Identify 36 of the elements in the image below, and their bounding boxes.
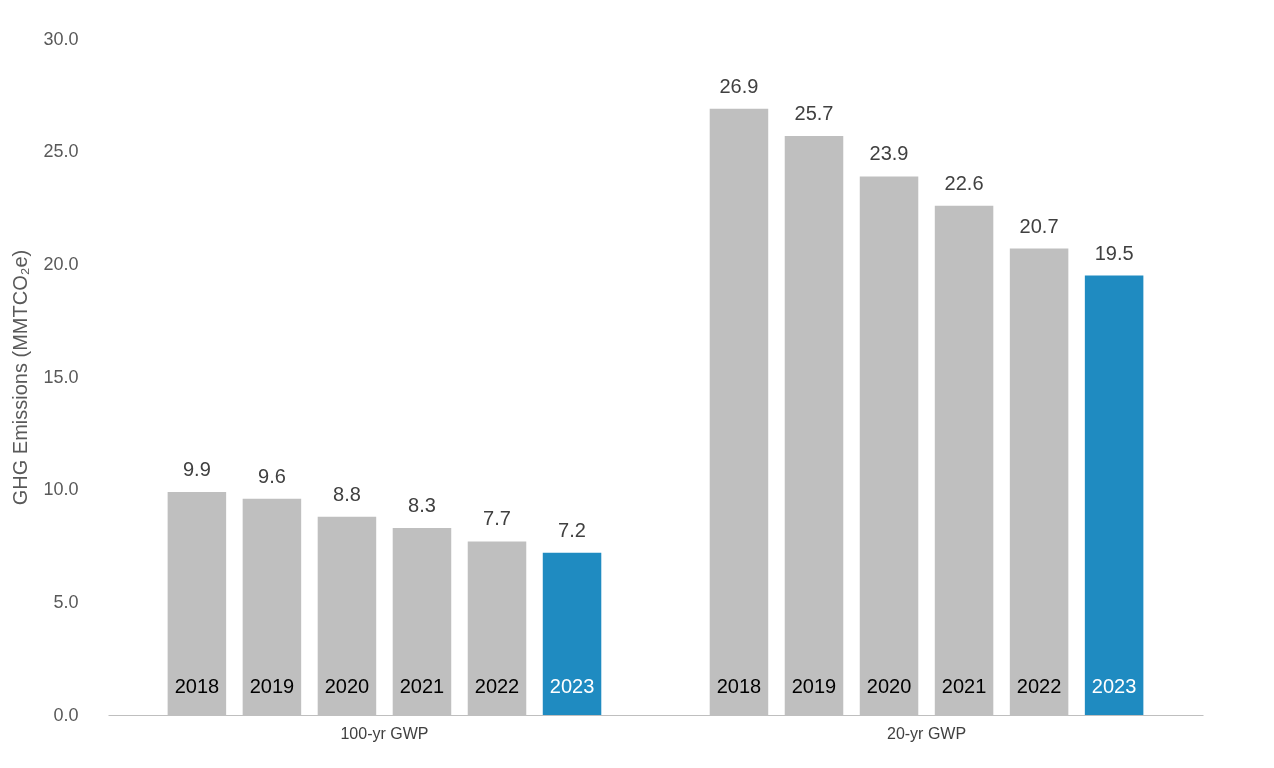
data-label: 22.6: [944, 171, 984, 194]
series-label: 2022: [474, 675, 520, 697]
data-label: 8.3: [408, 493, 436, 516]
y-tick-label: 20.0: [43, 253, 79, 274]
y-axis-title: GHG Emissions (MMTCO₂e): [9, 249, 32, 506]
data-label: 23.9: [869, 142, 909, 165]
x-tick-label: 100-yr GWP: [340, 724, 429, 742]
data-label: 9.9: [182, 457, 211, 480]
data-label: 9.6: [258, 464, 286, 487]
y-tick-label: 30.0: [43, 28, 79, 49]
data-label: 7.7: [483, 507, 511, 530]
data-label: 26.9: [719, 74, 759, 97]
y-tick-label: 0.0: [53, 704, 79, 725]
series-label: 2021: [941, 675, 987, 697]
y-tick-label: 10.0: [43, 479, 79, 500]
series-label: 2020: [324, 675, 370, 697]
bar: [542, 552, 602, 715]
data-label: 8.8: [333, 482, 361, 505]
text: 2018: [716, 675, 762, 697]
text: 2020: [866, 675, 912, 697]
text: 2023: [1091, 675, 1137, 697]
text: 2022: [1016, 675, 1062, 697]
series-label: 2023: [549, 675, 595, 697]
data-label: 7.2: [558, 518, 586, 541]
series-label: 2018: [174, 675, 220, 697]
data-label: 20.7: [1019, 214, 1059, 237]
y-tick-label: 5.0: [53, 591, 79, 612]
text: 2021: [399, 675, 445, 697]
data-label: 19.5: [1094, 241, 1134, 264]
y-tick-label: 15.0: [43, 366, 79, 387]
y-tick-label: 25.0: [43, 141, 79, 162]
series-label: 2019: [249, 675, 295, 697]
text: 2019: [791, 675, 837, 697]
x-tick-label: 20-yr GWP: [886, 724, 967, 742]
bar: [1084, 275, 1144, 715]
data-label: 25.7: [794, 101, 834, 124]
